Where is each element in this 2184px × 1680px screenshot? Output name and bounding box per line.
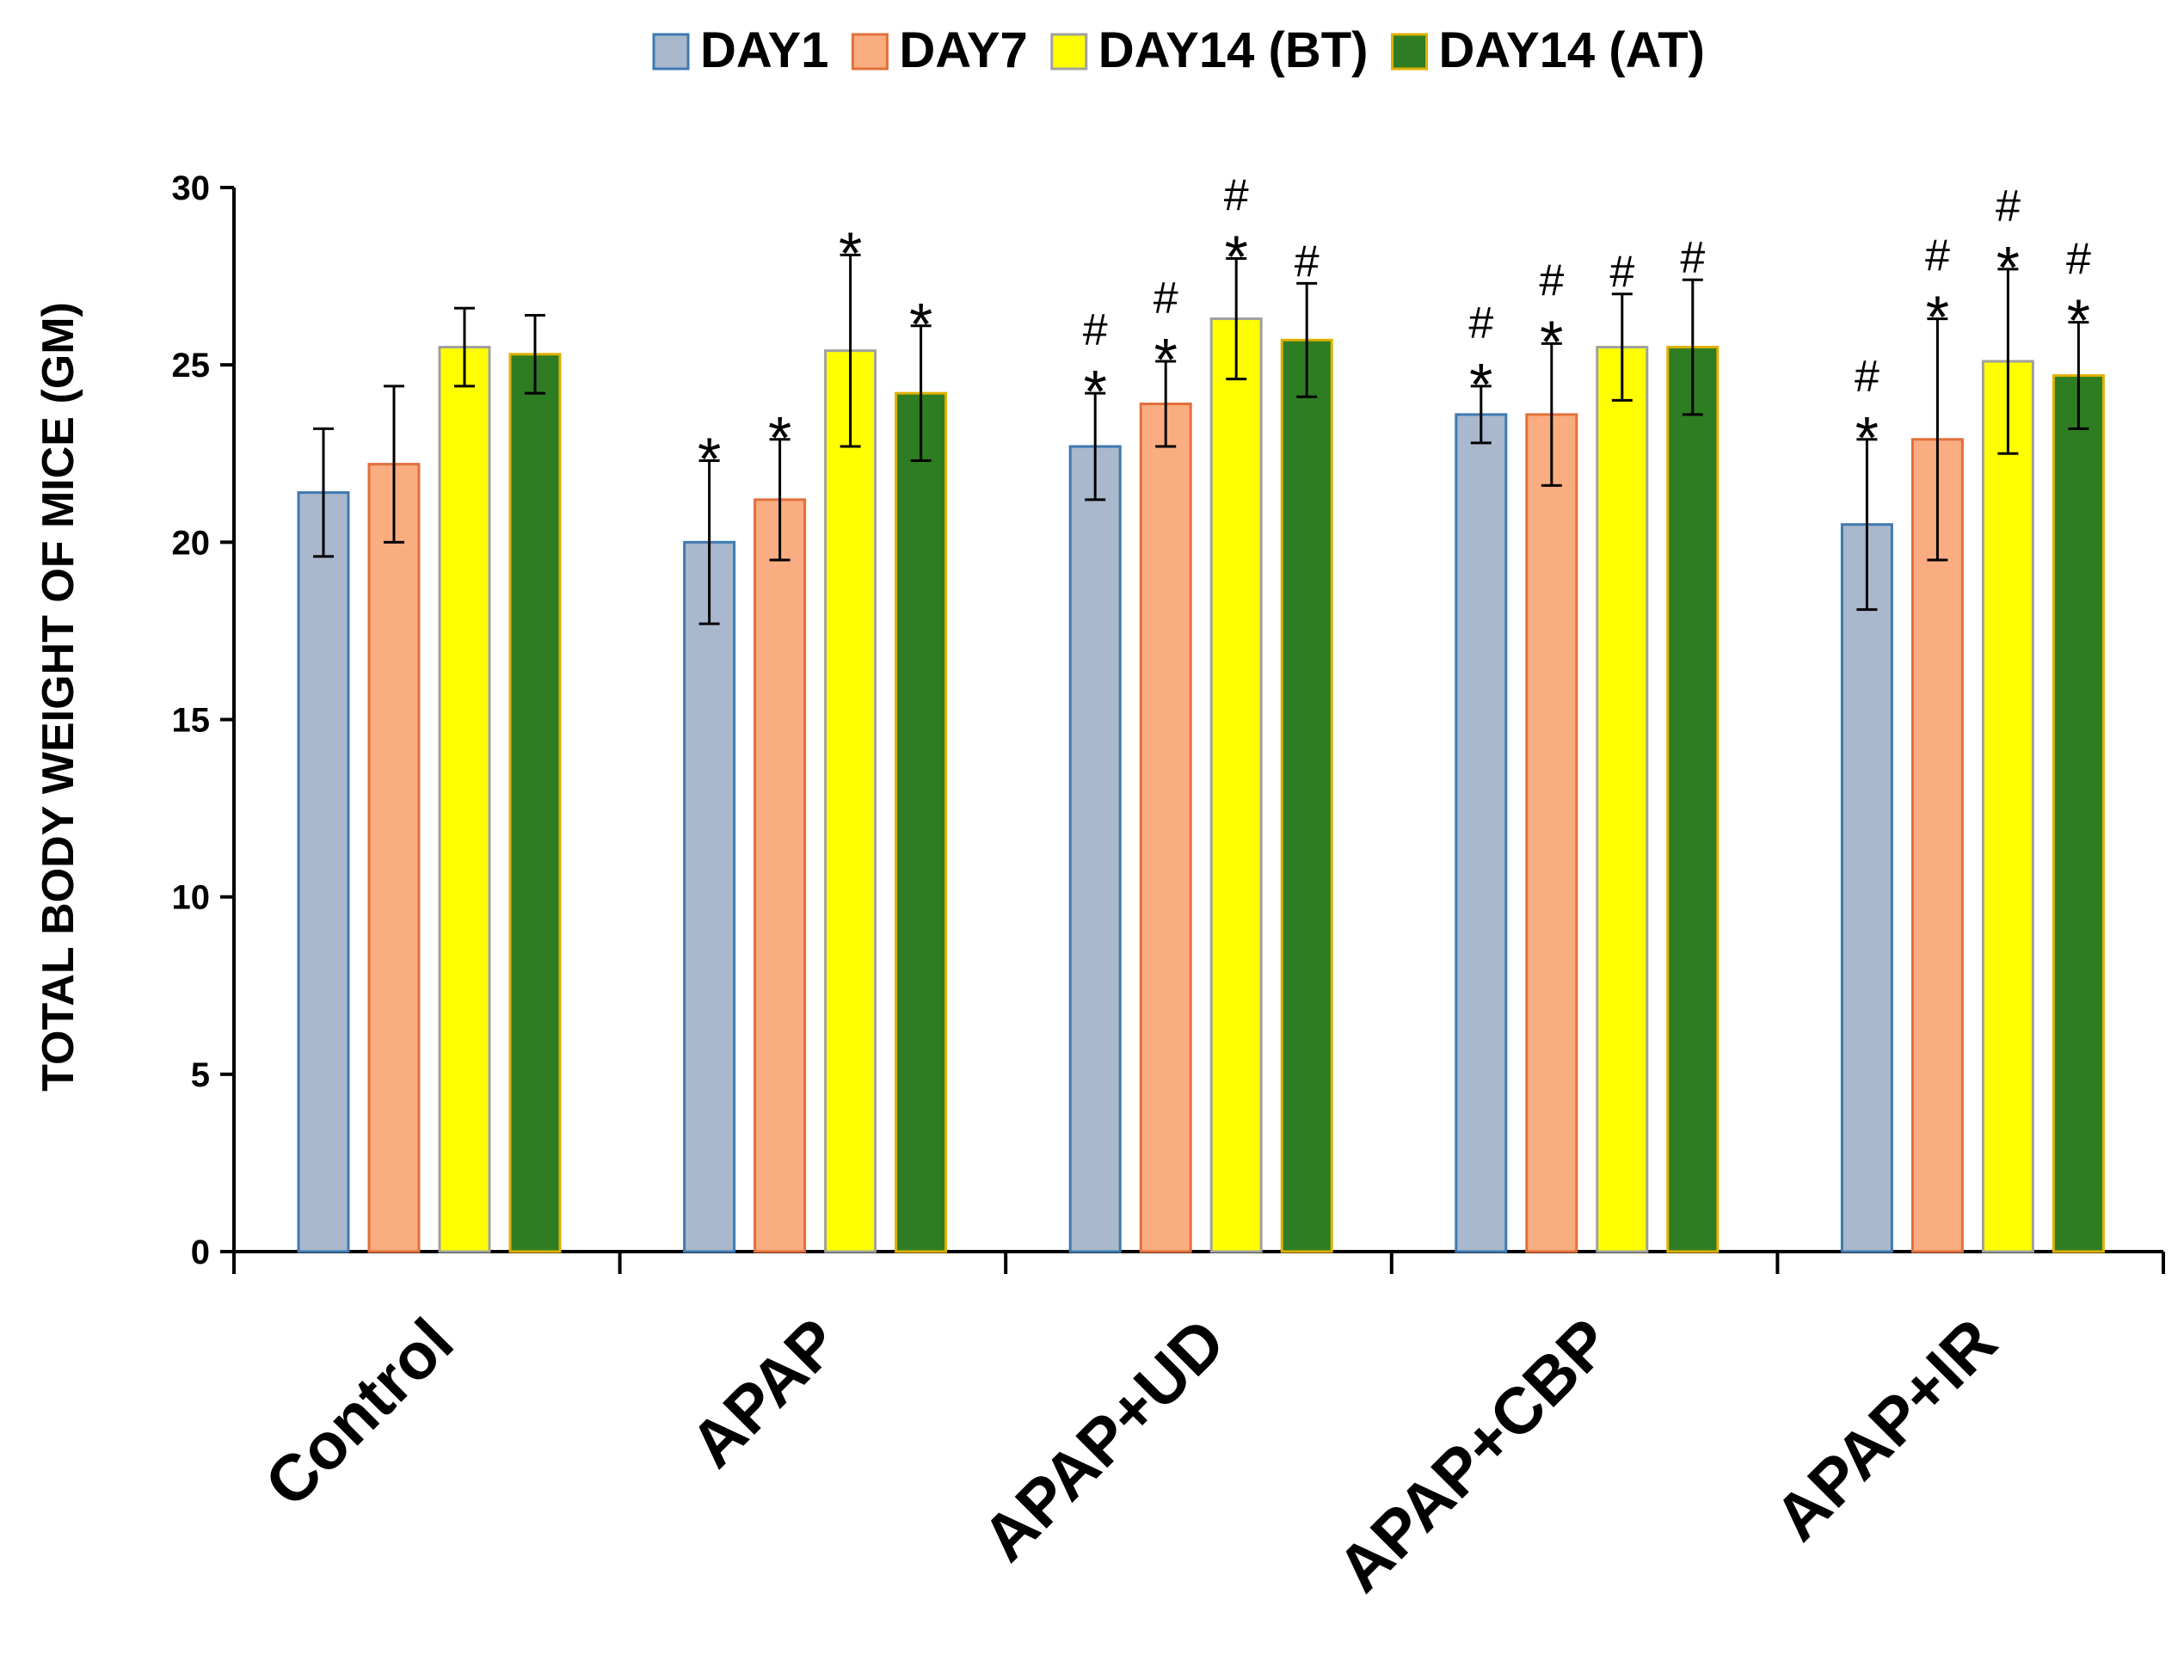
significance-hash: # [1680, 233, 1705, 283]
category-label: Control [251, 1305, 467, 1521]
y-tick-label: 0 [191, 1234, 210, 1271]
bar-day14-at--apap-ud [1280, 338, 1333, 1253]
y-tick-label: 15 [172, 702, 211, 740]
significance-hash: # [1295, 237, 1320, 286]
y-tick-label: 25 [172, 347, 211, 385]
y-axis-label: TOTAL BODY WEIGHT OF MICE (GM) [34, 302, 83, 1092]
bar-day1-apap-ud [1068, 445, 1122, 1253]
significance-hash: # [1609, 248, 1634, 298]
chart-legend: DAY1 DAY7 DAY14 (BT) DAY14 (AT) [652, 22, 1705, 78]
significance-asterisk: * [768, 404, 791, 471]
error-bars [313, 253, 2089, 625]
bar-day14-at--apap-ir [2052, 374, 2105, 1253]
bar-day14-bt--apap-cbp [1596, 346, 1649, 1253]
significance-hash: # [1539, 255, 1564, 305]
category-label: APAP+IR [1761, 1305, 2011, 1555]
legend-label: DAY1 [700, 22, 828, 78]
y-tick-label: 20 [172, 524, 211, 562]
legend-swatch [851, 33, 889, 71]
significance-hash: # [1925, 231, 1950, 281]
significance-hash: # [1855, 352, 1879, 402]
bar-day1-apap-cbp [1455, 413, 1508, 1253]
legend-swatch [1391, 33, 1428, 71]
bar-day7-apap [754, 498, 807, 1253]
legend-swatch [652, 33, 690, 71]
significance-hash: # [1224, 170, 1249, 220]
bar-day14-bt--control [438, 346, 491, 1253]
significance-hash: # [2066, 235, 2091, 285]
significance-asterisk: * [1926, 284, 1949, 351]
legend-label: DAY14 (AT) [1439, 22, 1705, 78]
legend-swatch [1050, 33, 1088, 71]
significance-asterisk: * [2067, 287, 2090, 354]
category-label: APAP+UD [969, 1305, 1239, 1575]
significance-hash: # [1083, 305, 1108, 355]
bar-day7-apap-cbp [1525, 413, 1578, 1253]
legend-label: DAY14 (BT) [1098, 22, 1369, 78]
significance-asterisk: * [1469, 351, 1492, 418]
bar-day7-apap-ud [1139, 403, 1192, 1253]
y-axis: 0 5 10 15 20 25 30 [172, 169, 236, 1271]
significance-hash: # [1154, 274, 1178, 323]
significance-asterisk: * [839, 219, 862, 286]
significance-hash: # [1996, 182, 2021, 231]
bar-day14-bt--apap [824, 349, 877, 1253]
bar-series [297, 317, 2105, 1253]
significance-asterisk: * [1154, 326, 1178, 393]
bar-day14-at--apap-cbp [1666, 346, 1720, 1253]
significance-marks: * ****# *#*##*# *# # #*#*# *#*# [698, 170, 2091, 492]
significance-asterisk: * [1855, 404, 1879, 471]
bar-day1-control [297, 491, 350, 1253]
y-tick-label: 5 [191, 1056, 210, 1094]
category-labels: Control APAP APAP+UD APAP+CBP APAP+IR [251, 1305, 2011, 1606]
legend-label: DAY7 [899, 22, 1027, 78]
significance-asterisk: * [1996, 234, 2020, 301]
bar-day1-apap-ir [1840, 523, 1893, 1253]
x-axis [232, 1250, 2165, 1274]
bar-day14-at--apap [895, 391, 948, 1253]
bar-day14-bt--apap-ir [1981, 360, 2034, 1253]
significance-hash: # [1468, 298, 1493, 348]
significance-asterisk: * [1540, 308, 1563, 375]
category-label: APAP [676, 1305, 852, 1481]
y-tick-label: 10 [172, 879, 211, 917]
category-label: APAP+CBP [1324, 1305, 1625, 1606]
bar-day14-at--control [508, 353, 562, 1253]
significance-asterisk: * [698, 425, 721, 492]
bar-day1-apap [683, 540, 736, 1253]
bar-day7-apap-ir [1910, 438, 1964, 1253]
significance-asterisk: * [909, 291, 932, 358]
bar-day14-bt--apap-ud [1209, 317, 1263, 1253]
bar-day7-control [367, 463, 421, 1253]
significance-asterisk: * [1084, 358, 1107, 425]
y-tick-label: 30 [172, 169, 211, 207]
significance-asterisk: * [1225, 223, 1248, 290]
